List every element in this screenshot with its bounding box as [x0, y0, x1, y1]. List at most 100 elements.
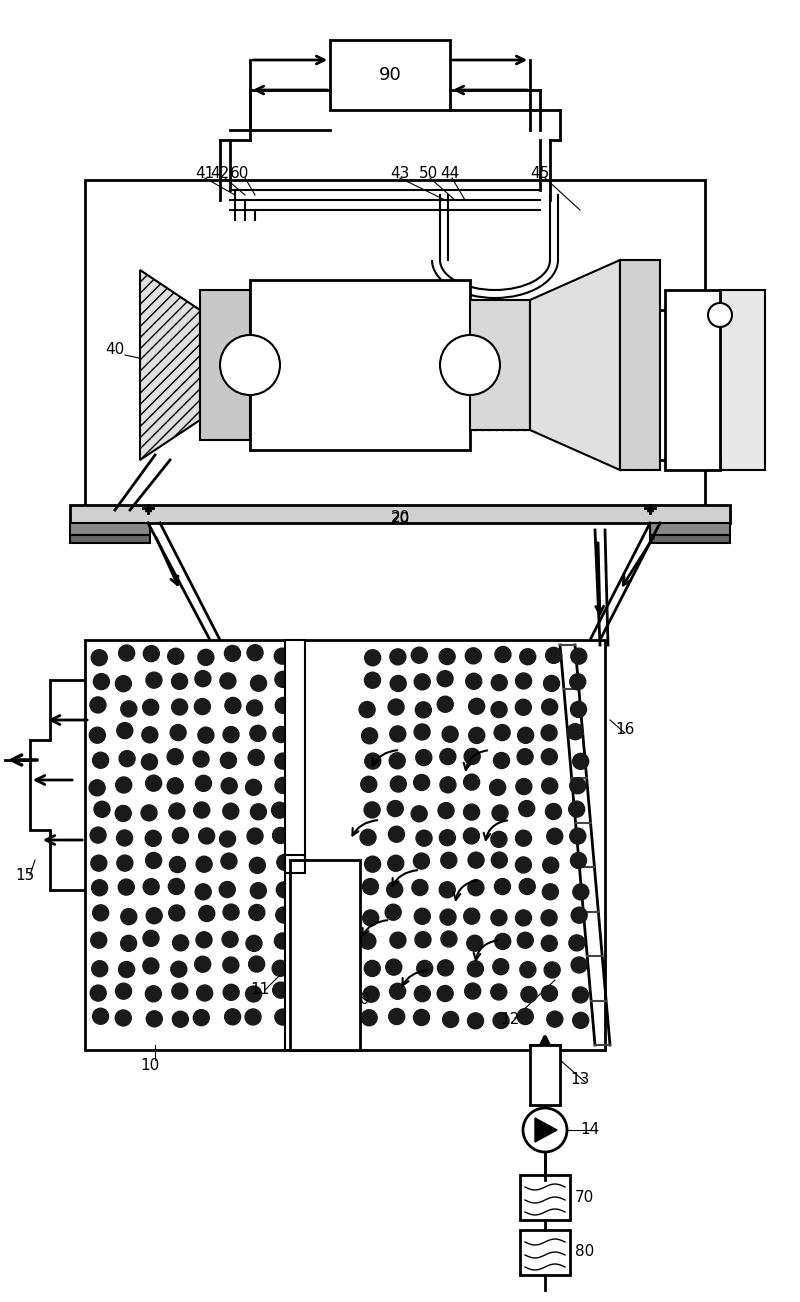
Circle shape	[219, 831, 235, 848]
Circle shape	[365, 672, 381, 689]
Circle shape	[390, 983, 406, 1000]
Circle shape	[523, 1108, 567, 1152]
Circle shape	[390, 753, 406, 768]
Circle shape	[361, 1010, 377, 1026]
Circle shape	[198, 828, 214, 844]
Text: 50: 50	[418, 167, 438, 181]
Circle shape	[463, 828, 479, 844]
Circle shape	[225, 1009, 241, 1025]
Circle shape	[360, 934, 376, 949]
Circle shape	[542, 857, 558, 874]
Circle shape	[365, 857, 381, 872]
Circle shape	[169, 905, 185, 921]
Circle shape	[93, 1008, 109, 1025]
Circle shape	[573, 987, 589, 1003]
Circle shape	[359, 702, 375, 717]
Circle shape	[360, 829, 376, 845]
Circle shape	[570, 702, 586, 717]
Circle shape	[172, 983, 188, 999]
Circle shape	[414, 724, 430, 740]
Circle shape	[542, 986, 558, 1001]
Bar	[290, 861, 360, 1049]
Circle shape	[276, 881, 292, 898]
Circle shape	[90, 827, 106, 844]
Circle shape	[90, 697, 106, 713]
Circle shape	[520, 962, 536, 978]
Circle shape	[544, 962, 560, 978]
Circle shape	[142, 754, 158, 769]
Circle shape	[195, 671, 211, 686]
Circle shape	[411, 647, 427, 663]
Circle shape	[275, 698, 291, 713]
Circle shape	[439, 881, 455, 898]
Bar	[520, 1230, 570, 1275]
Circle shape	[361, 776, 377, 793]
Circle shape	[223, 984, 239, 1000]
Bar	[85, 180, 705, 519]
Circle shape	[569, 935, 585, 950]
Circle shape	[362, 879, 378, 894]
Text: 41: 41	[195, 167, 214, 181]
Circle shape	[469, 698, 485, 715]
Circle shape	[518, 801, 534, 816]
Circle shape	[468, 852, 484, 868]
Circle shape	[118, 879, 134, 894]
Circle shape	[246, 700, 262, 716]
Circle shape	[196, 932, 212, 948]
Circle shape	[543, 676, 559, 691]
Circle shape	[515, 699, 531, 715]
Circle shape	[90, 728, 106, 743]
Circle shape	[167, 777, 183, 794]
Circle shape	[570, 828, 586, 844]
Bar	[650, 523, 730, 535]
Text: 20: 20	[390, 513, 410, 527]
Text: 44: 44	[440, 167, 460, 181]
Text: 10: 10	[140, 1057, 160, 1073]
Circle shape	[198, 905, 214, 922]
Circle shape	[223, 904, 239, 921]
Circle shape	[94, 801, 110, 818]
Circle shape	[542, 935, 558, 952]
Circle shape	[491, 910, 507, 926]
Circle shape	[121, 935, 137, 952]
Circle shape	[275, 672, 291, 687]
Circle shape	[469, 728, 485, 743]
Text: 30: 30	[350, 992, 370, 1008]
Circle shape	[438, 697, 454, 712]
Circle shape	[365, 650, 381, 665]
Bar	[470, 299, 530, 430]
Bar	[530, 1046, 560, 1105]
Circle shape	[570, 853, 586, 868]
Text: 14: 14	[580, 1122, 600, 1138]
Text: 45: 45	[530, 167, 550, 181]
Circle shape	[250, 725, 266, 741]
Circle shape	[115, 806, 131, 822]
Circle shape	[141, 805, 157, 820]
Circle shape	[220, 335, 280, 395]
Circle shape	[386, 881, 402, 897]
Circle shape	[414, 674, 430, 690]
Circle shape	[146, 986, 162, 1001]
Circle shape	[116, 777, 132, 793]
Circle shape	[170, 725, 186, 741]
Circle shape	[464, 909, 480, 924]
Circle shape	[273, 828, 289, 844]
Circle shape	[466, 648, 482, 664]
Text: 13: 13	[570, 1073, 590, 1087]
Circle shape	[194, 699, 210, 715]
Circle shape	[146, 1010, 162, 1027]
Circle shape	[198, 727, 214, 743]
Circle shape	[194, 956, 210, 973]
Circle shape	[437, 671, 453, 686]
Circle shape	[515, 910, 531, 926]
Circle shape	[248, 750, 264, 766]
Circle shape	[570, 673, 586, 690]
Circle shape	[143, 646, 159, 661]
Circle shape	[389, 1009, 405, 1025]
Circle shape	[247, 644, 263, 660]
Bar	[250, 280, 470, 450]
Circle shape	[390, 648, 406, 665]
Circle shape	[143, 931, 159, 947]
Circle shape	[573, 1013, 589, 1029]
Circle shape	[439, 829, 455, 846]
